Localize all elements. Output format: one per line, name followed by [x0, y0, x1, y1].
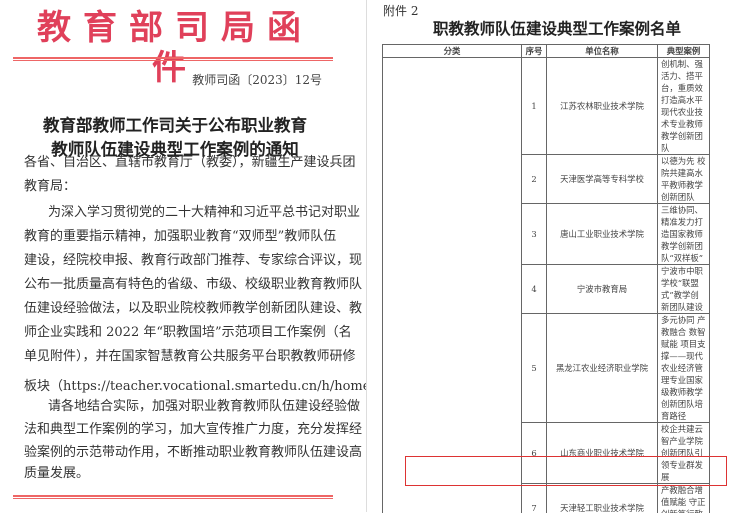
unit-name: 宁波市教育局 [547, 265, 658, 314]
col-case: 典型案例 [658, 45, 710, 58]
unit-name: 天津轻工职业技术学院 [547, 484, 658, 513]
body-line: 法和典型工作案例的学习，加大宣传推广力度，充分发挥经 [24, 421, 328, 439]
document-number: 教师司函〔2023〕12号 [192, 71, 322, 88]
row-number: 1 [522, 58, 547, 155]
body-line: 为深入学习贯彻党的二十大精神和习近平总书记对职业 [48, 204, 328, 222]
body-line: 公布一批质量高有特色的省级、市级、校级职业教育教师队 [24, 276, 328, 294]
unit-name: 天津医学高等专科学校 [547, 155, 658, 204]
row-number: 5 [522, 314, 547, 423]
body-line: 单见附件），并在国家智慧教育公共服务平台职教教师研修 [24, 348, 328, 366]
category-cell: 职业院校教师教学创新团队 [383, 58, 522, 513]
col-category: 分类 [383, 45, 522, 58]
col-number: 序号 [522, 45, 547, 58]
table-header: 分类 序号 单位名称 典型案例 [383, 45, 710, 58]
case-title: 宁波市中职学校“联盟式”教学创新团队建设 [658, 265, 710, 314]
body-line: 伍建设经验做法，以及职业院校教师教学创新团队建设、教 [24, 300, 328, 318]
row-number: 3 [522, 204, 547, 265]
row-number: 7 [522, 484, 547, 513]
body-line: 质量发展。 [24, 465, 328, 483]
attachment-page: 附件 2 职教教师队伍建设典型工作案例名单 分类 序号 单位名称 典型案例 职业… [366, 0, 741, 512]
body-line: 教育局： [24, 178, 328, 196]
notice-title-line-1: 教育部教师工作司关于公布职业教育 [40, 114, 310, 138]
body-line: 请各地结合实际，加强对职业教育教师队伍建设经验做 [48, 398, 328, 416]
body-line: 师企业实践和 2022 年“职教国培”示范项目工作案例（名 [24, 324, 328, 342]
case-table: 分类 序号 单位名称 典型案例 职业院校教师教学创新团队1江苏农林职业技术学院创… [382, 44, 710, 513]
red-divider-bottom [13, 495, 333, 499]
table-row: 职业院校教师教学创新团队1江苏农林职业技术学院创机制、强活力、搭平台，重质效打造… [383, 58, 710, 155]
body-line: 验案例的示范带动作用，不断推动职业教育教师队伍建设高 [24, 444, 328, 462]
col-unit: 单位名称 [547, 45, 658, 58]
row-number: 4 [522, 265, 547, 314]
case-title: 多元协同 产教融合 数智赋能 项目支撑——现代农业经济管理专业国家级教师教学创新… [658, 314, 710, 423]
body-line: 各省、自治区、直辖市教育厅（教委），新疆生产建设兵团 [24, 154, 328, 172]
body-line: 板块（https://teacher.vocational.smartedu.c… [24, 378, 328, 396]
unit-name: 江苏农林职业技术学院 [547, 58, 658, 155]
attachment-title: 职教教师队伍建设典型工作案例名单 [407, 17, 707, 39]
case-title: 以德为先 校院共建高水平教师教学创新团队 [658, 155, 710, 204]
row-number: 2 [522, 155, 547, 204]
case-title: 三维协同、精准发力打造国家教师教学创新团队“双样板” [658, 204, 710, 265]
body-line: 教育的重要指示精神，加强职业教育“双师型”教师队伍 [24, 228, 328, 246]
case-title: 产教融合增值赋能 守正创新笃行致远 [658, 484, 710, 513]
red-divider-top [13, 57, 333, 61]
highlight-box [405, 456, 727, 486]
body-line: 建设，经院校申报、教育行政部门推荐、专家综合评议，现 [24, 252, 328, 270]
notice-page: 教育部司局函件 教师司函〔2023〕12号 教育部教师工作司关于公布职业教育 教… [0, 0, 362, 512]
case-title: 创机制、强活力、搭平台，重质效打造高水平现代农业技术专业教师教学创新团队 [658, 58, 710, 155]
unit-name: 黑龙江农业经济职业学院 [547, 314, 658, 423]
unit-name: 唐山工业职业技术学院 [547, 204, 658, 265]
